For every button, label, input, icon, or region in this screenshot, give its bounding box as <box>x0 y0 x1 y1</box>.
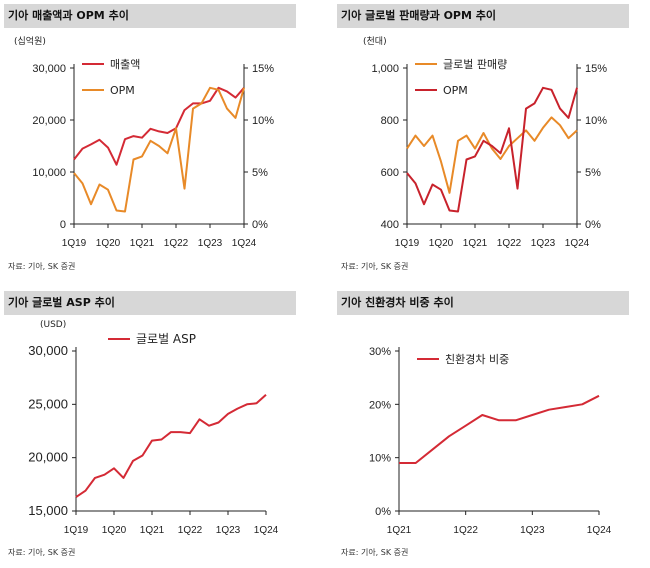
y2-tick-label: 15% <box>252 63 274 75</box>
y-tick-label: 800 <box>381 115 399 127</box>
y-tick-label: 20% <box>369 399 391 411</box>
y-tick-label: 0% <box>375 506 391 518</box>
x-tick-label: 1Q19 <box>64 525 89 536</box>
chart-source: 자료: 기아, SK 증권 <box>8 548 76 557</box>
x-tick-label: 1Q24 <box>232 238 257 249</box>
chart-title: 기아 매출액과 OPM 추이 <box>4 4 296 28</box>
y-tick-label: 20,000 <box>32 115 66 127</box>
y-tick-label: 10% <box>369 453 391 465</box>
x-tick-label: 1Q20 <box>96 238 121 249</box>
y-tick-label: 30,000 <box>28 343 68 358</box>
y-axis-unit: (USD) <box>40 320 66 330</box>
x-tick-label: 1Q23 <box>520 525 545 536</box>
legend-label: OPM <box>110 84 135 97</box>
legend-label: 친환경차 비중 <box>445 353 509 366</box>
x-tick-label: 1Q22 <box>453 525 478 536</box>
y-tick-label: 15,000 <box>28 503 68 518</box>
x-tick-label: 1Q21 <box>463 238 488 249</box>
chart-title: 기아 글로벌 ASP 추이 <box>4 291 296 315</box>
legend-label: 글로벌 판매량 <box>443 58 507 71</box>
chart-source: 자료: 기아, SK 증권 <box>8 262 76 271</box>
x-tick-label: 1Q22 <box>178 525 203 536</box>
series-line-0 <box>75 393 267 498</box>
x-tick-label: 1Q23 <box>198 238 223 249</box>
y2-tick-label: 10% <box>585 115 607 127</box>
chart-svg: 0% 10% 20% 30% 1Q21 1Q22 1Q23 1Q24 친환경차 비중 <box>369 346 612 536</box>
x-tick-label: 1Q20 <box>429 238 454 249</box>
y2-tick-label: 10% <box>252 115 274 127</box>
x-tick-label: 1Q24 <box>565 238 590 249</box>
x-tick-label: 1Q22 <box>497 238 522 249</box>
chart-svg: 400 600 800 1,000 0% 5% 10% 15% (천대) 1Q19 1Q20 1Q21… <box>363 36 607 249</box>
y-tick-label: 600 <box>381 167 399 179</box>
chart-source: 자료: 기아, SK 증권 <box>341 262 409 271</box>
x-tick-label: 1Q23 <box>216 525 241 536</box>
chart-title: 기아 친환경차 비중 추이 <box>337 291 629 315</box>
y-axis-unit: (십억원) <box>14 35 46 47</box>
series-line-0 <box>73 86 245 166</box>
x-tick-label: 1Q19 <box>62 238 87 249</box>
chart-panel-asp: 기아 글로벌 ASP 추이 15,000 20,000 25,000 30,000 (U… <box>4 291 296 563</box>
y-tick-label: 10,000 <box>32 167 66 179</box>
chart-svg: 0 10,000 20,000 30,000 0% 5% 10% 15% (십억원) 1Q19 1Q… <box>14 35 274 249</box>
chart-source: 자료: 기아, SK 증권 <box>341 548 409 557</box>
x-tick-label: 1Q23 <box>531 238 556 249</box>
x-tick-label: 1Q21 <box>140 525 165 536</box>
series-line-1 <box>73 86 245 213</box>
chart-panel-eco-ratio: 기아 친환경차 비중 추이 0% 10% 20% 30% 1Q21 1Q22 1Q23 1Q2… <box>337 291 629 563</box>
chart-panel-revenue-opm: 기아 매출액과 OPM 추이 0 10,000 20,000 30,000 0% 5% 10… <box>4 4 296 274</box>
legend-label: OPM <box>443 84 468 97</box>
series-line-0 <box>399 394 600 464</box>
x-tick-label: 1Q19 <box>395 238 420 249</box>
x-tick-label: 1Q21 <box>387 525 412 536</box>
y-tick-label: 30,000 <box>32 63 66 75</box>
legend-label: 글로벌 ASP <box>136 332 196 346</box>
y2-tick-label: 0% <box>585 219 601 231</box>
series-line-1 <box>406 86 578 213</box>
y-tick-label: 20,000 <box>28 450 68 465</box>
chart-panel-sales-opm: 기아 글로벌 판매량과 OPM 추이 400 600 800 1,000 0% 5% 10%… <box>337 4 629 274</box>
y-axis-unit: (천대) <box>363 36 387 47</box>
y2-tick-label: 0% <box>252 219 268 231</box>
chart-title: 기아 글로벌 판매량과 OPM 추이 <box>337 4 629 28</box>
y2-tick-label: 5% <box>585 167 601 179</box>
x-tick-label: 1Q24 <box>254 525 279 536</box>
x-tick-label: 1Q24 <box>587 525 612 536</box>
x-tick-label: 1Q21 <box>130 238 155 249</box>
y-tick-label: 1,000 <box>371 63 399 75</box>
y-tick-label: 400 <box>381 219 399 231</box>
x-tick-label: 1Q22 <box>164 238 189 249</box>
chart-svg: 15,000 20,000 25,000 30,000 (USD) 1Q19 1Q20 1Q2… <box>28 320 279 536</box>
series-line-0 <box>406 116 578 194</box>
y-tick-label: 0 <box>60 219 66 231</box>
y2-tick-label: 15% <box>585 63 607 75</box>
y-tick-label: 30% <box>369 346 391 358</box>
x-tick-label: 1Q20 <box>102 525 127 536</box>
y-tick-label: 25,000 <box>28 396 68 411</box>
y2-tick-label: 5% <box>252 167 268 179</box>
legend-label: 매출액 <box>110 58 140 71</box>
